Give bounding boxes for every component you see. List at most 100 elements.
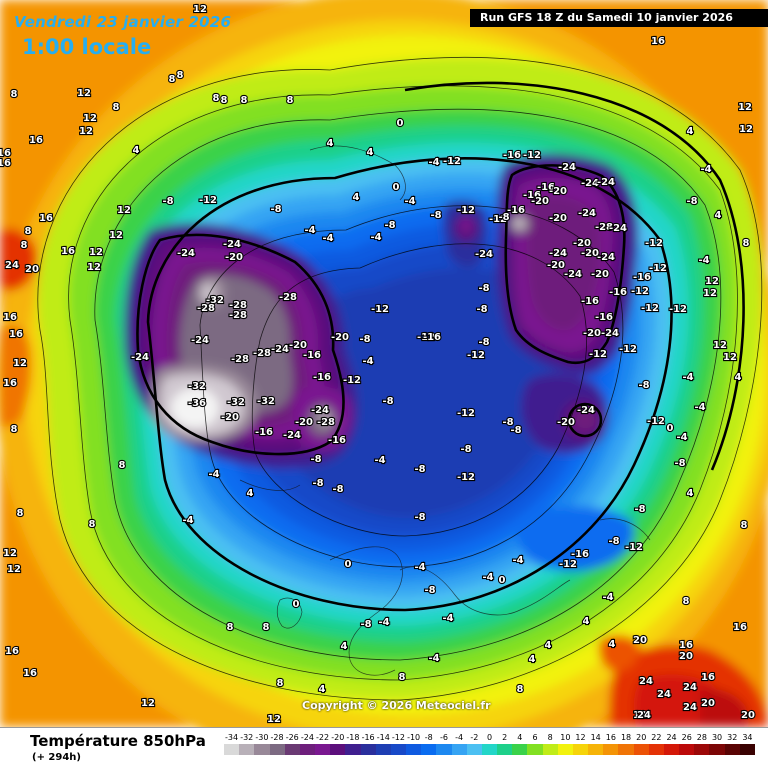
isotherm-value-label: -20 bbox=[547, 260, 565, 271]
isotherm-value-label: 12 bbox=[705, 276, 719, 287]
isotherm-contours bbox=[136, 81, 745, 612]
isotherm-value-label: 12 bbox=[89, 247, 103, 258]
isotherm-value-label: -16 bbox=[595, 312, 613, 323]
isotherm-value-label: 16 bbox=[701, 672, 715, 683]
scale-label: -34 bbox=[225, 733, 239, 742]
isotherm-value-label: 4 bbox=[583, 616, 590, 627]
scale-swatch bbox=[663, 744, 680, 755]
isotherm-value-label: -28 bbox=[253, 348, 271, 359]
isotherm-value-label: -20 bbox=[583, 328, 601, 339]
scale-label: 12 bbox=[575, 733, 586, 742]
isotherm-value-label: -4 bbox=[362, 356, 373, 367]
isotherm-value-label: -16 bbox=[313, 372, 331, 383]
isotherm-value-label: 8 bbox=[517, 684, 524, 695]
isotherm-value-label: 16 bbox=[23, 668, 37, 679]
isotherm-value-label: -8 bbox=[430, 210, 441, 221]
isotherm-value-label: -12 bbox=[489, 214, 507, 225]
isotherm-value-label: -12 bbox=[371, 304, 389, 315]
isotherm-value-label: 8 bbox=[11, 424, 18, 435]
isotherm-value-label: -28 bbox=[231, 354, 249, 365]
isotherm-value-label: -4 bbox=[304, 225, 315, 236]
isotherm-value-label: -12 bbox=[645, 238, 663, 249]
isotherm-value-label: -20 bbox=[221, 412, 239, 423]
isotherm-value-label: -24 bbox=[475, 249, 493, 260]
scale-label: 34 bbox=[742, 733, 753, 742]
isotherm-value-label: 12 bbox=[87, 262, 101, 273]
isotherm-value-label: -4 bbox=[482, 572, 493, 583]
scale-swatch bbox=[633, 744, 650, 755]
isotherm-value-label: -12 bbox=[641, 303, 659, 314]
isotherm-value-label: -16 bbox=[523, 190, 541, 201]
isotherm-value-label: -16 bbox=[507, 205, 525, 216]
isotherm-value-label: -28 bbox=[229, 310, 247, 321]
isotherm-value-label: -24 bbox=[577, 405, 595, 416]
temperature-map: -24-20-24-32 -28-28-28-28-24-24 -28-28 -24-… bbox=[0, 0, 768, 727]
scale-label: 4 bbox=[517, 733, 523, 742]
isotherm-value-label: 0 bbox=[397, 118, 404, 129]
isotherm-value-label: 16 bbox=[0, 148, 11, 159]
isotherm-value-label: 12 bbox=[117, 205, 131, 216]
isotherm-value-label: -20 bbox=[549, 213, 567, 224]
scale-label: 0 bbox=[486, 733, 493, 742]
isotherm-value-label: 12 bbox=[267, 714, 281, 725]
isotherm-value-label: 16 bbox=[39, 213, 53, 224]
isotherm-value-label: -24 bbox=[311, 405, 329, 416]
isotherm-value-label: -8 bbox=[310, 454, 321, 465]
isotherm-value-label: 4 bbox=[353, 192, 360, 203]
scale-label: 10 bbox=[560, 733, 571, 742]
scale-swatch bbox=[224, 744, 240, 755]
scale-label: 2 bbox=[502, 733, 508, 742]
isotherm-value-label: -4 bbox=[700, 164, 711, 175]
isotherm-value-label: 16 bbox=[733, 622, 747, 633]
isotherm-value-label: -32 bbox=[188, 381, 206, 392]
scale-label: -16 bbox=[361, 733, 375, 742]
isotherm-value-label: -24 bbox=[131, 352, 149, 363]
scale-swatch bbox=[588, 744, 604, 755]
scale-label: -18 bbox=[346, 733, 360, 742]
scale-label: 32 bbox=[727, 733, 738, 742]
isotherm-value-label: -4 bbox=[414, 562, 425, 573]
isotherm-value-label: -8 bbox=[476, 304, 487, 315]
isotherm-value-label: 4 bbox=[545, 640, 552, 651]
isotherm-value-label: -24 bbox=[597, 252, 615, 263]
scale-swatch bbox=[421, 744, 437, 755]
isotherm-value-label: -28 bbox=[229, 300, 247, 311]
temperature-field bbox=[0, 0, 768, 727]
isotherm-value-label: 12 bbox=[3, 548, 17, 559]
scale-label: -10 bbox=[407, 733, 421, 742]
isotherm-value-label: -12 bbox=[647, 416, 665, 427]
isotherm-value-label: -12 bbox=[669, 304, 687, 315]
scale-label: 24 bbox=[666, 733, 677, 742]
isotherm-value-label: 12 bbox=[141, 698, 155, 709]
isotherm-value-label: -4 bbox=[322, 233, 333, 244]
scale-swatch bbox=[603, 744, 619, 755]
scale-swatch bbox=[542, 744, 559, 755]
isotherm-value-label: 12 bbox=[193, 4, 207, 15]
isotherm-value-label: 24 bbox=[683, 702, 697, 713]
scale-swatch bbox=[497, 744, 513, 755]
isotherm-value-label: -4 bbox=[428, 653, 439, 664]
isotherm-value-label: -8 bbox=[478, 283, 489, 294]
isotherm-value-label: -24 bbox=[601, 328, 619, 339]
isotherm-value-label: -12 bbox=[417, 332, 435, 343]
isotherm-value-label: -8 bbox=[414, 512, 425, 523]
isotherm-value-label: 8 bbox=[263, 622, 270, 633]
isotherm-value-label: 8 bbox=[113, 102, 120, 113]
isotherm-value-label: -12 bbox=[467, 350, 485, 361]
isotherm-value-label: -12 bbox=[559, 559, 577, 570]
scale-label: 16 bbox=[605, 733, 616, 742]
isotherm-value-label: 12 bbox=[739, 124, 753, 135]
isotherm-value-label: 8 bbox=[17, 508, 24, 519]
scale-label: 30 bbox=[711, 733, 723, 742]
isotherm-value-label: 8 bbox=[683, 596, 690, 607]
scale-label: 14 bbox=[590, 733, 601, 742]
isotherm-value-label: -24 bbox=[597, 177, 615, 188]
isotherm-value-label: 16 bbox=[29, 135, 43, 146]
isotherm-value-label: -4 bbox=[682, 372, 693, 383]
isotherm-value-label: -16 bbox=[537, 182, 555, 193]
isotherm-value-label: -8 bbox=[312, 478, 323, 489]
isotherm-value-label: -16 bbox=[633, 272, 651, 283]
isotherm-value-label: 4 bbox=[247, 488, 254, 499]
isotherm-value-label: 8 bbox=[221, 95, 228, 106]
color-scale: -34 -32 -30 -28 -26 -24 -22 -20 -18 -16 -14 -12 -10-… bbox=[224, 733, 756, 755]
